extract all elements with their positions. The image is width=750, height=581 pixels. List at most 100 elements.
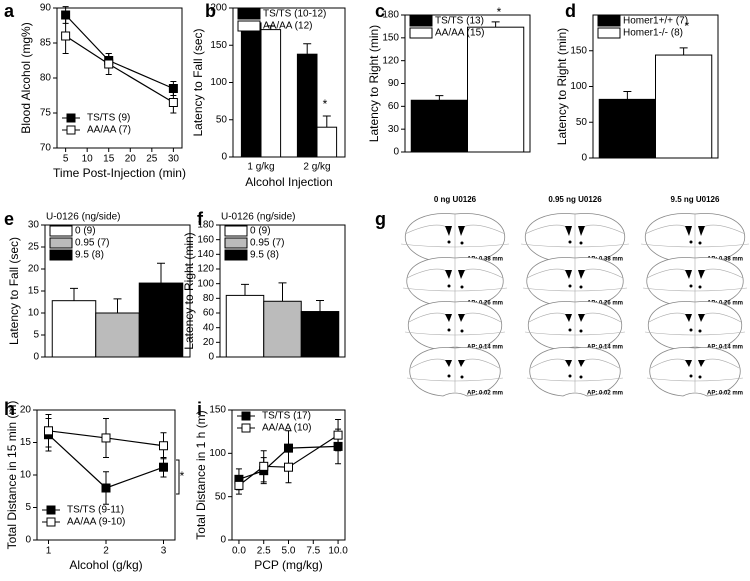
ventricle — [565, 314, 585, 322]
marker — [159, 441, 168, 451]
panel: b 0 50 100 150 200 Latency to Fall (sec) Alcoho… — [191, 1, 346, 189]
legend-label: 9.5 (8) — [250, 250, 279, 261]
x-tick-label: 2 g/kg — [303, 162, 330, 173]
legend-marker — [241, 411, 251, 421]
y-tick-label: 10 — [28, 308, 40, 319]
y-tick-label: 0 — [220, 535, 226, 546]
y-tick-label: 40 — [203, 322, 215, 333]
brain-detail — [404, 302, 506, 346]
x-tick-label: 5.0 — [282, 546, 296, 557]
x-tick-label: 25 — [146, 154, 158, 165]
bar — [296, 53, 318, 158]
ventricle — [565, 226, 585, 236]
panel-letter: c — [375, 1, 385, 21]
y-tick-label: 180 — [197, 220, 214, 231]
y-tick-label: 15 — [28, 286, 40, 297]
panel-letter: a — [4, 1, 15, 21]
infusion-site — [568, 284, 572, 288]
infusion-site — [447, 284, 451, 288]
legend-swatch — [597, 15, 621, 27]
brain-detail — [402, 258, 508, 302]
legend-swatch — [49, 249, 73, 261]
section-level: AP: 0.26 mm — [587, 301, 623, 307]
section-level: AP: 0.02 mm — [587, 391, 623, 397]
legend-marker — [66, 113, 76, 123]
infusion-site — [579, 241, 583, 245]
error-bar — [322, 115, 331, 128]
legend-label: TS/TS (17) — [262, 411, 311, 422]
infusion-site — [689, 374, 693, 378]
ventricle — [445, 360, 465, 367]
section-level: AP: 0.14 mm — [707, 345, 743, 351]
legend-title: U-0126 (ng/side) — [221, 212, 295, 223]
y-tick-label: 0 — [25, 535, 31, 546]
brain-detail — [526, 348, 624, 392]
section-level: AP: 0.14 mm — [467, 345, 503, 351]
panel-letter: f — [197, 209, 204, 229]
y-tick-label: 150 — [209, 405, 226, 416]
brain-detail — [644, 302, 746, 346]
y-axis-label: Total Distance in 1 h (m) — [194, 410, 208, 539]
y-axis-label: Latency to Fall (sec) — [7, 237, 21, 345]
legend-label: TS/TS (10-12) — [263, 9, 326, 20]
annotation: * — [685, 19, 690, 33]
infusion-site — [579, 375, 583, 379]
brain-detail — [524, 302, 626, 346]
bar — [410, 99, 468, 153]
infusion-site — [447, 374, 451, 378]
marker — [333, 430, 343, 440]
series-line — [238, 445, 339, 480]
bar — [240, 22, 262, 158]
brain-detail — [522, 258, 628, 302]
legend-marker — [241, 423, 251, 433]
y-tick-label: 85 — [40, 38, 52, 49]
error-bar — [435, 95, 444, 101]
ventricle — [685, 360, 705, 367]
x-tick-label: 1 — [46, 546, 52, 557]
x-tick-label: 30 — [168, 154, 180, 165]
legend-swatch — [224, 225, 248, 237]
bar — [263, 300, 302, 358]
bar — [138, 282, 184, 358]
x-axis-label: Time Post-Injection (min) — [53, 166, 186, 180]
error-bar — [623, 91, 632, 100]
infusion-site — [579, 285, 583, 289]
legend-marker — [46, 505, 56, 515]
section-level: AP: 0.26 mm — [467, 301, 503, 307]
y-tick-label: 60 — [203, 308, 215, 319]
infusion-site — [460, 329, 464, 333]
x-tick-label: 5 — [63, 154, 69, 165]
legend-label: AA/AA (9-10) — [67, 517, 125, 528]
x-tick-label: 0.0 — [232, 546, 246, 557]
infusion-site — [689, 240, 693, 244]
y-tick-label: 5 — [33, 330, 39, 341]
bar — [51, 300, 97, 358]
series-line — [65, 14, 174, 90]
bar — [655, 54, 713, 159]
marker — [104, 59, 114, 69]
brain-detail — [640, 214, 750, 258]
y-axis-label: Blood Alcohol (mg%) — [19, 22, 33, 133]
panel-letter: d — [565, 1, 576, 21]
error-bar — [113, 298, 122, 313]
y-tick-label: 60 — [388, 101, 400, 112]
y-tick-label: 75 — [40, 108, 52, 119]
section-level: AP: 0.14 mm — [587, 345, 623, 351]
y-tick-label: 150 — [570, 45, 587, 56]
y-tick-label: 160 — [197, 234, 214, 245]
bar — [260, 29, 282, 158]
x-axis-label: Alcohol Injection — [245, 175, 332, 189]
y-tick-label: 150 — [382, 32, 399, 43]
y-tick-label: 25 — [28, 242, 40, 253]
marker — [168, 98, 178, 107]
x-tick-label: 2 — [103, 546, 109, 557]
x-tick-label: 2.5 — [257, 546, 271, 557]
bar — [316, 126, 338, 158]
legend-label: 0.95 (7) — [250, 238, 284, 249]
error-bar — [679, 47, 688, 56]
ventricle — [445, 226, 465, 236]
error-bar — [316, 300, 324, 312]
legend-marker — [66, 125, 76, 135]
